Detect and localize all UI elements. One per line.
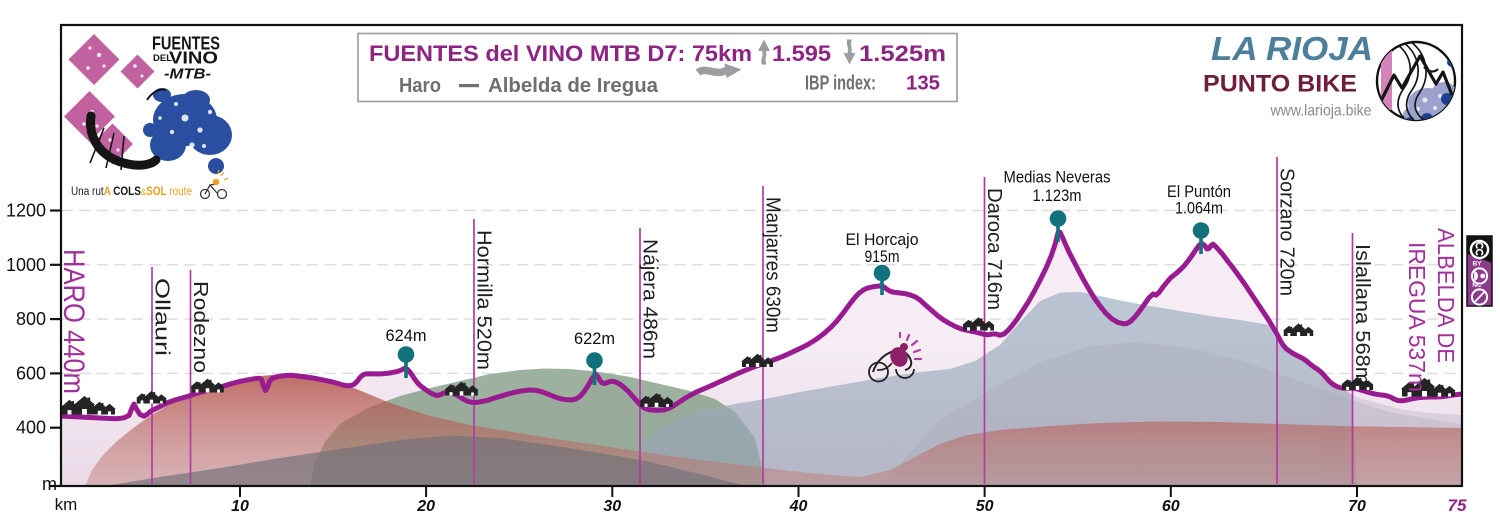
svg-text:75: 75 [1448, 496, 1467, 515]
svg-text:IREGUA 537m: IREGUA 537m [1404, 242, 1430, 392]
svg-text:Una rutA COLS&SOL route: Una rutA COLS&SOL route [71, 186, 192, 198]
svg-text:El Horcajo: El Horcajo [846, 230, 919, 249]
svg-text:HARO 440m: HARO 440m [57, 249, 90, 394]
svg-text:www.larioja.bike: www.larioja.bike [1270, 103, 1372, 120]
svg-text:1.525m: 1.525m [859, 41, 946, 66]
svg-text:Islallana 568m: Islallana 568m [1351, 244, 1374, 385]
svg-text:1.064m: 1.064m [1175, 199, 1223, 218]
svg-text:-MTB-: -MTB- [164, 66, 211, 83]
svg-text:m: m [42, 474, 57, 494]
svg-text:800: 800 [16, 309, 46, 329]
svg-text:60: 60 [1162, 498, 1180, 515]
svg-text:30: 30 [603, 498, 621, 515]
svg-text:FUENTES del VINO MTB D7: 75km: FUENTES del VINO MTB D7: 75km [369, 41, 752, 66]
svg-text:Nájera 486m: Nájera 486m [639, 239, 662, 359]
svg-text:10: 10 [231, 498, 249, 515]
svg-text:VINO: VINO [169, 48, 218, 68]
svg-text:Haro: Haro [399, 74, 441, 97]
svg-text:40: 40 [789, 498, 808, 515]
svg-text:El Puntón: El Puntón [1167, 182, 1231, 201]
svg-text:DEL: DEL [153, 53, 172, 64]
svg-text:915m: 915m [865, 247, 900, 266]
svg-text:20: 20 [416, 498, 435, 515]
svg-text:Hormilla 520m: Hormilla 520m [473, 230, 496, 370]
svg-text:1000: 1000 [6, 255, 46, 275]
svg-text:Medias Neveras: Medias Neveras [1004, 168, 1111, 187]
svg-text:50: 50 [976, 498, 994, 515]
svg-text:400: 400 [16, 418, 46, 438]
svg-text:NC: NC [1472, 282, 1482, 289]
svg-text:622m: 622m [574, 329, 615, 348]
svg-text:IBP index:: IBP index: [805, 72, 876, 95]
svg-text:1.123m: 1.123m [1033, 186, 1082, 205]
svg-text:Rodezno: Rodezno [189, 281, 212, 373]
svg-text:Albelda de Iregua: Albelda de Iregua [488, 74, 659, 97]
svg-text:km: km [55, 495, 78, 514]
svg-text:135: 135 [906, 72, 940, 95]
svg-text:ALBELDA DE: ALBELDA DE [1433, 228, 1459, 363]
svg-text:1200: 1200 [6, 201, 46, 221]
svg-text:BY: BY [1472, 261, 1482, 268]
svg-text:LA RIOJA: LA RIOJA [1211, 30, 1373, 67]
svg-text:Sorzano 720m: Sorzano 720m [1276, 168, 1299, 296]
svg-text:Ollauri: Ollauri [151, 278, 174, 356]
svg-text:Daroca 716m: Daroca 716m [983, 188, 1006, 310]
svg-text:FUENTES: FUENTES [152, 33, 220, 54]
svg-text:600: 600 [16, 363, 46, 383]
svg-text:Manjarres 630m: Manjarres 630m [762, 197, 785, 333]
svg-text:624m: 624m [386, 326, 427, 345]
svg-text:70: 70 [1348, 498, 1366, 515]
svg-text:1.595: 1.595 [772, 41, 831, 66]
svg-text:PUNTO BIKE: PUNTO BIKE [1203, 71, 1357, 98]
